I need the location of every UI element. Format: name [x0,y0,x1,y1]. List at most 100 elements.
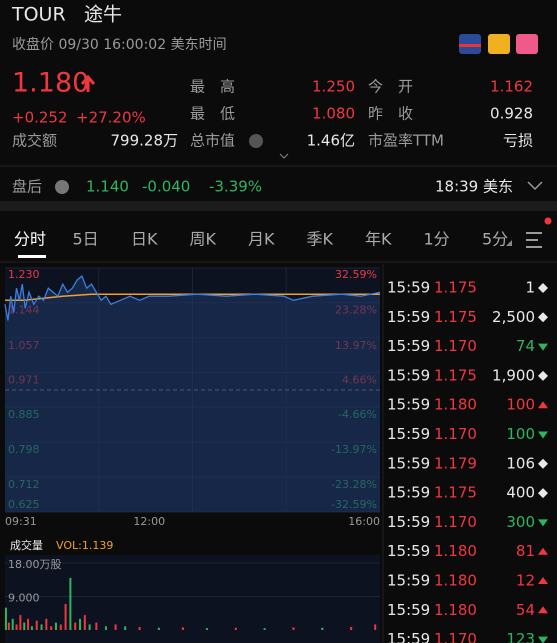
volume-bar [11,618,14,630]
price: 1.180 [12,68,89,99]
volume-bar [114,624,117,630]
trade-volume: 2,500 [492,308,535,326]
trade-volume: 100 [506,425,535,443]
tab[interactable]: 1分 [424,230,450,249]
direction-icon [538,636,548,643]
x-tick-label: 12:00 [133,515,165,528]
settings-icon[interactable] [526,232,542,248]
direction-icon [538,343,548,351]
direction-icon [538,431,548,439]
stat-value: 1.080 [312,105,355,123]
trade-time: 15:59 [387,630,430,643]
stock-name: 途牛 [84,4,122,26]
flash-badge[interactable] [488,34,510,54]
trade-volume: 123 [506,630,535,643]
volume-bar [35,620,38,630]
volume-bar [350,627,353,630]
expand-chevron[interactable] [279,153,289,159]
trade-price: 1.175 [434,484,477,502]
volume-bar [54,622,57,630]
pct-tick-label: 32.59% [335,268,377,281]
trade-price: 1.180 [434,601,477,619]
trade-time: 15:59 [387,366,430,384]
stat-label: 总市值 [190,132,235,150]
trade-time: 15:59 [387,542,430,560]
volume-bar [50,626,53,630]
tab[interactable]: 年K [365,230,392,249]
volume-bar [64,603,67,630]
volume-bar [181,627,184,630]
tab[interactable]: 分时 [14,230,46,249]
trade-time: 15:59 [387,484,430,502]
tab-underline [18,255,46,258]
trade-price: 1.175 [434,366,477,384]
direction-icon [538,606,548,614]
volume-bar [59,624,62,630]
direction-icon [538,401,548,409]
trade-volume: 1,900 [492,366,535,384]
volume-bar [74,622,77,630]
trade-time: 15:59 [387,308,430,326]
direction-icon [538,370,548,381]
volume-bar [45,618,48,630]
change-pct: +27.20% [76,109,146,127]
stat-value: 1.46亿 [307,132,355,150]
volume-bar [79,618,81,630]
volume-bar [95,622,98,630]
y-tick-label: 1.230 [8,268,40,281]
tab[interactable]: 5日 [73,230,99,249]
info-icon[interactable] [55,180,69,194]
trade-volume: 12 [516,572,535,590]
tab[interactable]: 季K [307,230,334,249]
red-dot [544,217,552,225]
gap [0,201,557,211]
volume-bar [104,626,107,630]
volume-bar [263,628,266,630]
volume-bar [19,615,22,630]
stat-value: 1.250 [312,78,355,96]
flag-stripe [459,44,481,47]
volume-bar [124,626,127,630]
price-area [5,276,380,512]
trade-price: 1.175 [434,308,477,326]
volume-bg [5,555,380,643]
ah-change: -0.040 [142,178,190,196]
trade-volume: 300 [506,513,535,531]
more-icon[interactable] [249,134,263,148]
volume-bar [205,628,208,630]
trade-volume: 74 [516,337,535,355]
ah-chevron[interactable] [527,181,543,191]
stat-label: 最 高 [190,78,235,96]
volume-bar [30,626,33,630]
stat-value: 1.162 [490,78,533,96]
direction-icon [538,577,548,584]
volume-bar [7,622,10,630]
volume-bar [138,627,141,630]
up-arrow [80,74,96,92]
volume-bar [27,618,30,630]
trade-time: 15:59 [387,572,430,590]
volume-bar [157,627,160,630]
trade-time: 15:59 [387,513,430,531]
tab[interactable]: 5分 [482,230,508,249]
direction-icon [538,547,548,555]
ah-price: 1.140 [86,178,129,196]
trade-time: 15:59 [387,601,430,619]
fav-badge[interactable] [516,34,538,54]
tab[interactable]: 周K [190,230,217,249]
change: +0.252 [12,109,68,127]
tab[interactable]: 日K [131,230,158,249]
tab[interactable]: 月K [248,230,275,249]
trade-price: 1.170 [434,337,477,355]
trade-price: 1.179 [434,454,477,472]
trade-time: 15:59 [387,425,430,443]
trade-time: 15:59 [387,454,430,472]
volume-tick-label: 18.00万股 [8,558,62,571]
stat-value: 799.28万 [111,132,179,150]
trade-volume: 400 [506,484,535,502]
tab-caret [506,240,512,246]
trade-price: 1.180 [434,396,477,414]
